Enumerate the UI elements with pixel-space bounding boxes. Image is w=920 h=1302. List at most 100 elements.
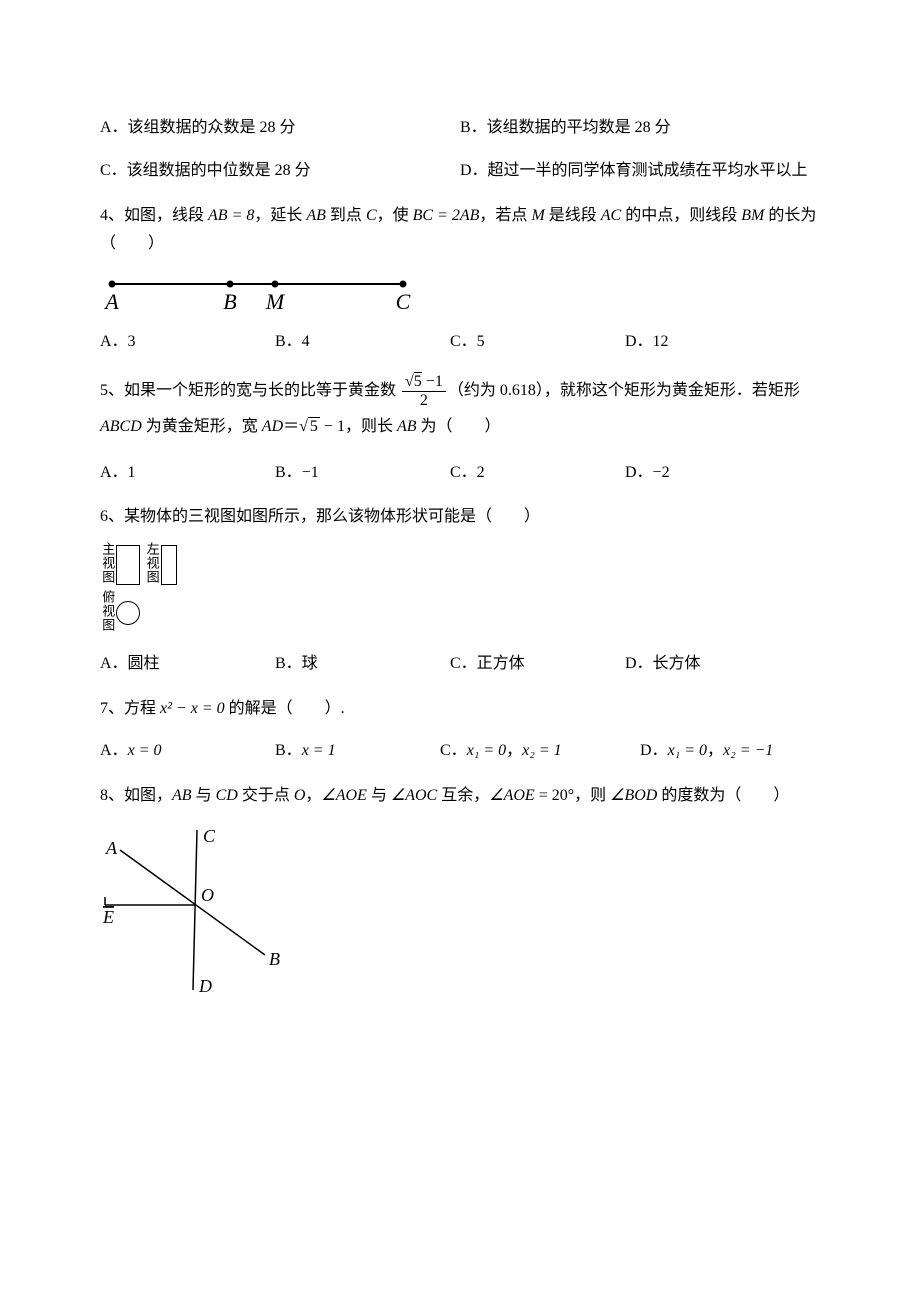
q4-option-d: D．12 xyxy=(625,328,669,357)
q4-options: A．3 B．4 C．5 D．12 xyxy=(100,328,820,357)
q8-aoe: ∠AOE xyxy=(321,787,366,804)
q5-option-b: B．−1 xyxy=(275,459,450,488)
q5-option-a: A．1 xyxy=(100,459,275,488)
q3-option-b: B．该组数据的平均数是 28 分 xyxy=(460,114,671,143)
q7-c-eq1: x₁ = 0 xyxy=(467,742,506,759)
q3-option-a: A．该组数据的众数是 28 分 xyxy=(100,114,460,143)
svg-text:O: O xyxy=(201,885,214,905)
q7-d-eq2: x₂ = −1 xyxy=(723,742,773,759)
q6-left-view xyxy=(161,545,177,585)
q3-options-row1: A．该组数据的众数是 28 分 B．该组数据的平均数是 28 分 xyxy=(100,114,820,143)
svg-text:A: A xyxy=(103,289,119,314)
svg-text:E: E xyxy=(102,907,114,927)
q7-option-d: D．x₁ = 0，x₂ = −1 xyxy=(640,737,773,766)
q4-t4: ，若点 xyxy=(479,207,531,224)
q3-options-row2: C．该组数据的中位数是 28 分 D．超过一半的同学体育测试成绩在平均水平以上 xyxy=(100,157,820,186)
q7-pre: 7、方程 xyxy=(100,700,160,717)
q7-option-b: B．x = 1 xyxy=(275,737,440,766)
q8-m6: ，则 xyxy=(574,787,610,804)
q7-eq: x² − x = 0 xyxy=(160,700,225,717)
q6-option-a: A．圆柱 xyxy=(100,650,275,679)
q3-option-c: C．该组数据的中位数是 28 分 xyxy=(100,157,460,186)
q7-c-mid: ， xyxy=(506,742,522,759)
q5-sqrt: √5 xyxy=(299,409,320,444)
svg-text:A: A xyxy=(105,838,118,858)
q8-m3: ， xyxy=(305,787,321,804)
q6-left-col: 左视图 xyxy=(144,542,176,587)
q6-left-label-text: 左视图 xyxy=(144,542,158,584)
q4-t6: 的中点，则线段 xyxy=(621,207,741,224)
q6-option-d: D．长方体 xyxy=(625,650,701,679)
q6-option-b: B．球 xyxy=(275,650,450,679)
q4-ac: AC xyxy=(601,207,621,224)
q5-sqrt5: 5 xyxy=(308,417,320,435)
q4-text: 4、如图，线段 xyxy=(100,207,208,224)
q5-option-d: D．−2 xyxy=(625,459,670,488)
q7-options: A．x = 0 B．x = 1 C．x₁ = 0，x₂ = 1 D．x₁ = 0… xyxy=(100,737,820,766)
svg-text:B: B xyxy=(269,949,280,969)
q7-c-eq2: x₂ = 1 xyxy=(522,742,561,759)
q5-mid2: 为黄金矩形，宽 xyxy=(142,418,262,435)
q8-o: O xyxy=(294,787,306,804)
q4-option-b: B．4 xyxy=(275,328,450,357)
q4-t1: ，延长 xyxy=(254,207,306,224)
q7-option-a: A．x = 0 xyxy=(100,737,275,766)
q8-m4: 与 xyxy=(367,787,391,804)
q4-bm: BM xyxy=(741,207,764,224)
q6-top-label-text: 俯视图 xyxy=(100,590,114,632)
q7-d-pre: D． xyxy=(640,742,668,759)
q4-option-c: C．5 xyxy=(450,328,625,357)
q8-eq: = 20° xyxy=(535,787,574,804)
q4-bc-eq: BC = 2AB xyxy=(413,207,480,224)
q4-ab: AB xyxy=(306,207,326,224)
q7-b-eq: x = 1 xyxy=(302,742,336,759)
q4-t2: 到点 xyxy=(326,207,366,224)
q8-bod: ∠BOD xyxy=(610,787,657,804)
q7-stem: 7、方程 x² − x = 0 的解是（ ）. xyxy=(100,695,820,724)
svg-text:C: C xyxy=(203,826,216,846)
q4-m: M xyxy=(531,207,544,224)
svg-text:D: D xyxy=(198,976,212,996)
q8-pre: 8、如图， xyxy=(100,787,172,804)
q7-post: 的解是（ ）. xyxy=(225,700,345,717)
q4-stem: 4、如图，线段 AB = 8，延长 AB 到点 C，使 BC = 2AB，若点 … xyxy=(100,202,820,260)
q7-c-pre: C． xyxy=(440,742,467,759)
q7-d-eq1: x₁ = 0 xyxy=(668,742,707,759)
q6-top-label: 俯视图 xyxy=(100,590,114,635)
q5-option-c: C．2 xyxy=(450,459,625,488)
q5-frac-den: 2 xyxy=(402,392,446,410)
q4-c: C xyxy=(366,207,377,224)
q8-cd: CD xyxy=(216,787,238,804)
q6-front-view xyxy=(116,545,140,585)
q4-line-diagram: A B M C xyxy=(100,269,420,314)
q6-option-c: C．正方体 xyxy=(450,650,625,679)
q5-pre: 5、如果一个矩形的宽与长的比等于黄金数 xyxy=(100,382,400,399)
q6-front-label: 主视图 xyxy=(100,542,114,587)
q6-three-views: 主视图 俯视图 左视图 xyxy=(100,542,820,636)
q5-abcd: ABCD xyxy=(100,418,142,435)
q8-ab: AB xyxy=(172,787,192,804)
q5-ab: AB xyxy=(397,418,417,435)
q8-angle-diagram: A B C D E O xyxy=(100,825,300,1005)
q8-m2: 交于点 xyxy=(238,787,294,804)
q5-stem: 5、如果一个矩形的宽与长的比等于黄金数 √5 −12（约为 0.618），就称这… xyxy=(100,373,820,445)
q5-options: A．1 B．−1 C．2 D．−2 xyxy=(100,459,820,488)
q8-m5: 互余， xyxy=(437,787,489,804)
q8-m1: 与 xyxy=(192,787,216,804)
q5-minus1: − 1，则长 xyxy=(320,418,397,435)
q3-option-d: D．超过一半的同学体育测试成绩在平均水平以上 xyxy=(460,157,808,186)
q8-tail: 的度数为（ ） xyxy=(657,787,789,804)
q6-left-label: 左视图 xyxy=(144,542,158,587)
q6-top-view xyxy=(116,601,140,625)
q8-stem: 8、如图，AB 与 CD 交于点 O，∠AOE 与 ∠AOC 互余，∠AOE =… xyxy=(100,782,820,811)
q6-front-col: 主视图 俯视图 xyxy=(100,542,140,636)
q4-ab-eq: AB = 8 xyxy=(208,207,254,224)
q6-options: A．圆柱 B．球 C．正方体 D．长方体 xyxy=(100,650,820,679)
q5-fraction: √5 −12 xyxy=(402,373,446,409)
q7-b-pre: B． xyxy=(275,742,302,759)
q7-a-pre: A． xyxy=(100,742,128,759)
q5-tail: 为（ ） xyxy=(417,418,501,435)
q6-stem: 6、某物体的三视图如图所示，那么该物体形状可能是（ ） xyxy=(100,503,820,532)
q7-d-mid: ， xyxy=(707,742,723,759)
q7-a-eq: x = 0 xyxy=(128,742,162,759)
